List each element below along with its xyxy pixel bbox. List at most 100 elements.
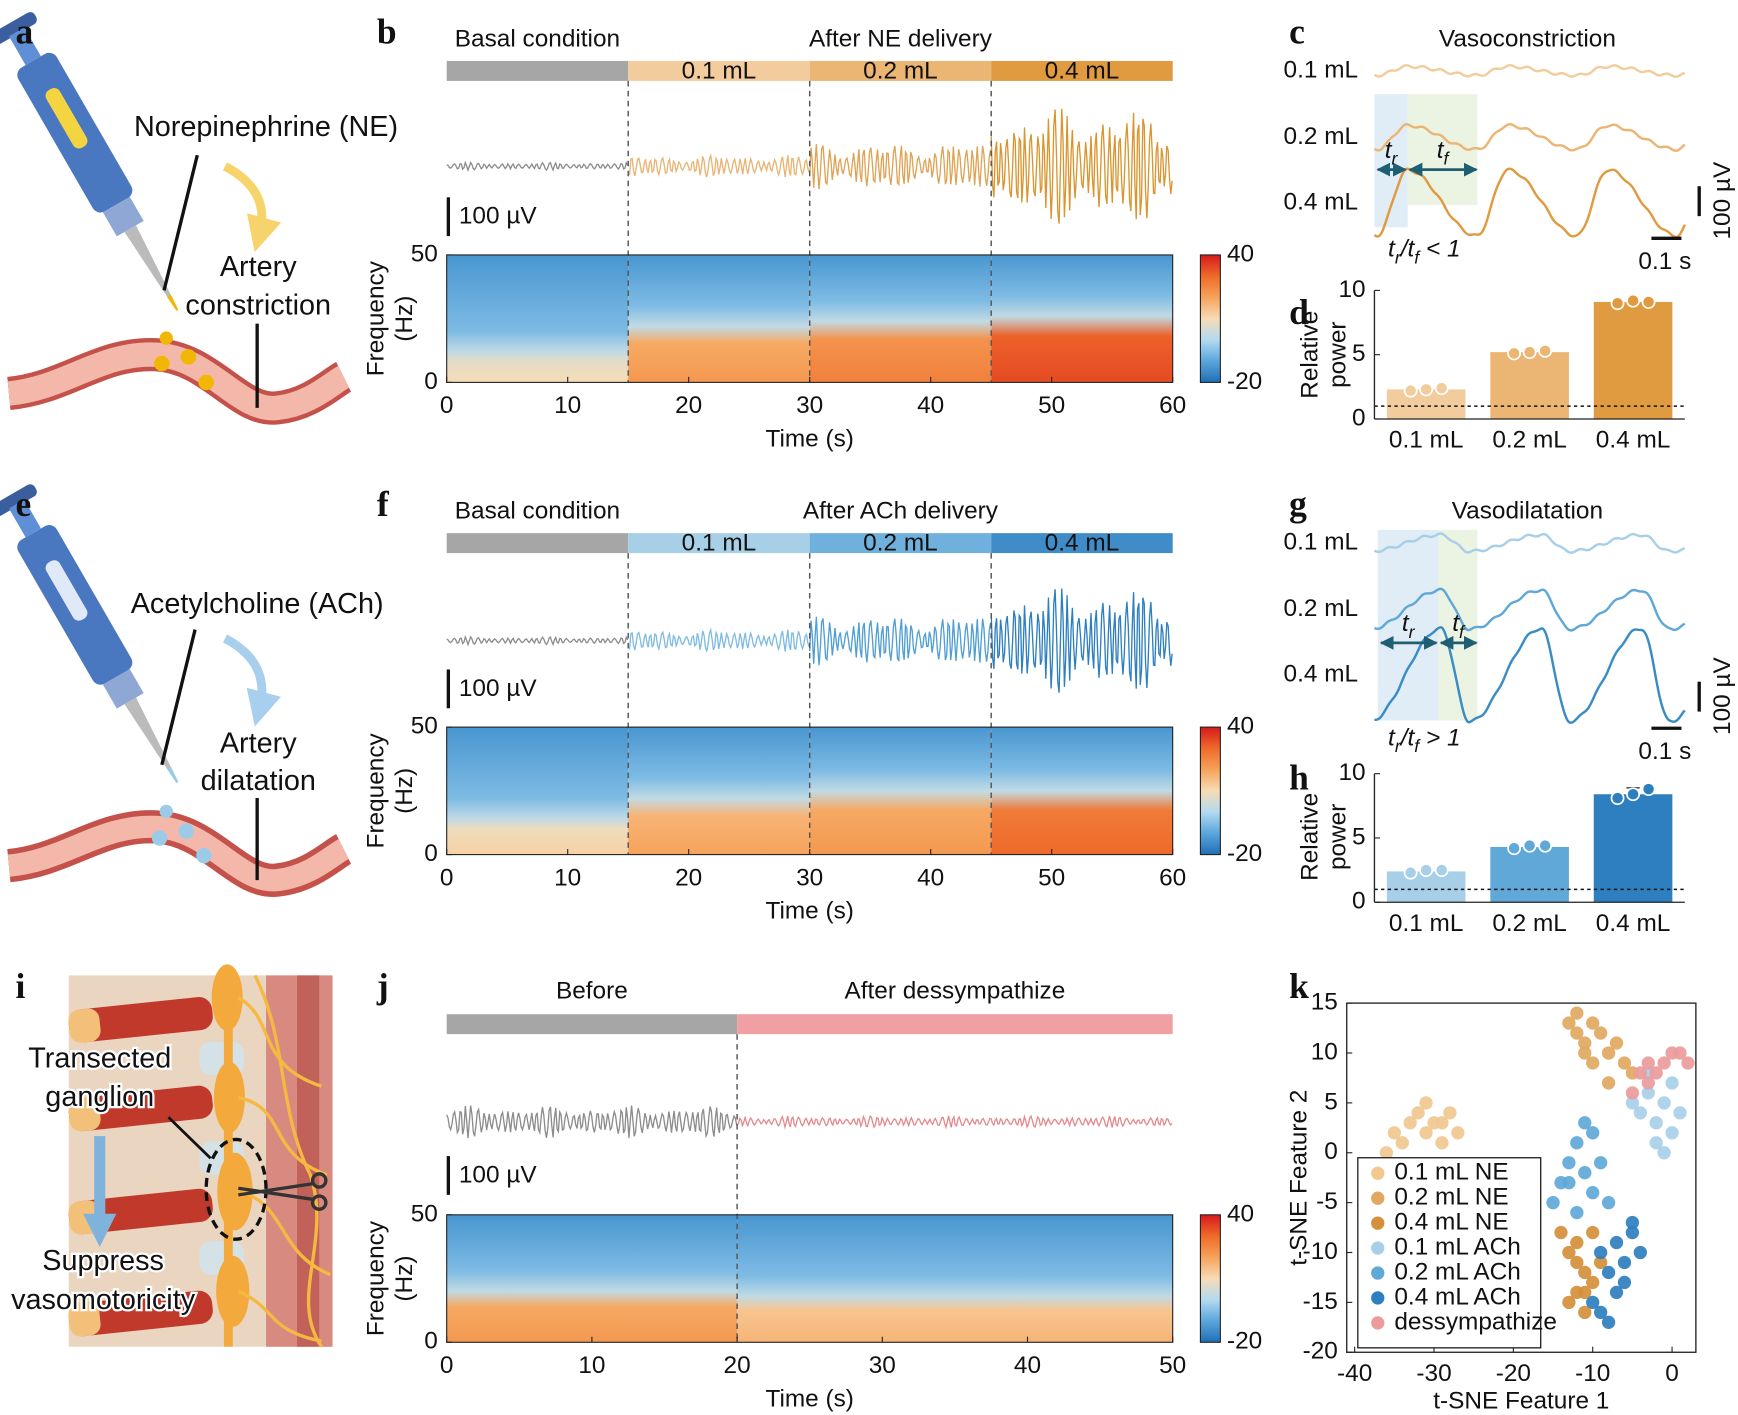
legend-marker bbox=[1371, 1266, 1385, 1280]
replicate-dot bbox=[1641, 295, 1656, 309]
replicate-dot bbox=[1434, 863, 1449, 878]
scale-bar-label: 100 µV bbox=[459, 1161, 537, 1188]
y-axis-label: Relative bbox=[1297, 793, 1324, 881]
y-axis-label: Relative bbox=[1297, 311, 1324, 399]
condition-label: Before bbox=[556, 977, 628, 1004]
point bbox=[1601, 1046, 1616, 1060]
legend-label: 0.4 mL NE bbox=[1394, 1209, 1508, 1236]
point bbox=[1411, 1106, 1425, 1120]
y-tick-label: 10 bbox=[1311, 1038, 1338, 1065]
y-axis-label: t-SNE Feature 2 bbox=[1286, 1090, 1313, 1266]
fall-label: tf bbox=[1437, 137, 1451, 168]
spectrogram-block bbox=[991, 727, 1173, 855]
point bbox=[1673, 1106, 1687, 1120]
panel-label: a bbox=[16, 12, 34, 52]
replicate-dot bbox=[1507, 841, 1522, 856]
point bbox=[1435, 1116, 1449, 1130]
x-tick-label: 40 bbox=[917, 864, 944, 891]
bar bbox=[1593, 794, 1673, 903]
x-tick-label: 0.2 mL bbox=[1492, 910, 1567, 937]
legend-label: 0.2 mL ACh bbox=[1394, 1258, 1520, 1285]
panel-label: e bbox=[16, 484, 32, 524]
point bbox=[1594, 1255, 1608, 1270]
point bbox=[1665, 1126, 1679, 1140]
effect-label: Artery bbox=[220, 727, 297, 759]
x-tick-label: 0.2 mL bbox=[1492, 427, 1567, 454]
point bbox=[1609, 1036, 1624, 1050]
trace bbox=[627, 627, 810, 652]
point bbox=[1554, 1225, 1568, 1240]
y-tick-label: 10 bbox=[1338, 759, 1365, 786]
y-axis-label: (Hz) bbox=[391, 296, 418, 342]
row-label: 0.1 mL bbox=[1284, 56, 1359, 83]
bar bbox=[1490, 846, 1569, 903]
trace bbox=[990, 588, 1173, 693]
bar bbox=[1490, 352, 1569, 419]
y-axis-label: power bbox=[1324, 321, 1351, 387]
x-tick-label: -40 bbox=[1337, 1360, 1372, 1387]
point bbox=[1570, 1136, 1584, 1150]
point bbox=[1578, 1285, 1592, 1300]
y-axis-label: (Hz) bbox=[391, 768, 418, 814]
point bbox=[1601, 1195, 1616, 1210]
panel-label: f bbox=[377, 484, 390, 524]
y-tick-label: -20 bbox=[1303, 1338, 1338, 1365]
spectrogram-block bbox=[809, 254, 992, 383]
point bbox=[1633, 1106, 1647, 1120]
plot-frame bbox=[1346, 1002, 1697, 1353]
x-tick-label: 40 bbox=[1014, 1352, 1041, 1379]
waveform bbox=[1374, 587, 1686, 632]
panel-label: b bbox=[377, 12, 397, 52]
point bbox=[1562, 1176, 1576, 1190]
replicate-dot bbox=[1434, 381, 1449, 396]
y-tick-label: 0 bbox=[424, 840, 438, 867]
replicate-dot bbox=[1522, 345, 1537, 360]
waveform bbox=[1373, 532, 1686, 554]
x-tick-label: 60 bbox=[1159, 392, 1186, 419]
y-tick-label: 0 bbox=[1352, 404, 1366, 431]
point bbox=[1681, 1056, 1695, 1070]
legend-marker bbox=[1371, 1241, 1385, 1255]
effect-label: dilatation bbox=[201, 765, 316, 797]
x-tick-label: 0.4 mL bbox=[1596, 427, 1671, 454]
point bbox=[1443, 1106, 1457, 1120]
trace bbox=[809, 616, 992, 666]
condition-label: After ACh delivery bbox=[803, 498, 999, 525]
effect-label: vasomotoricity bbox=[11, 1284, 196, 1316]
point bbox=[1594, 1156, 1608, 1170]
y-tick-label: 0 bbox=[1324, 1138, 1338, 1165]
x-tick-label: 0 bbox=[440, 392, 454, 419]
x-tick-label: 30 bbox=[796, 864, 823, 891]
condition-label: Basal condition bbox=[455, 498, 620, 525]
scale-bar-label: 0.1 s bbox=[1638, 738, 1691, 765]
x-tick-label: 10 bbox=[578, 1352, 605, 1379]
scale-bar-label: 0.1 s bbox=[1638, 248, 1691, 275]
colorbar-tick-label: 40 bbox=[1227, 713, 1254, 740]
point bbox=[1562, 1245, 1576, 1260]
segment-label: 0.1 mL bbox=[682, 57, 757, 84]
x-tick-label: 50 bbox=[1159, 1352, 1186, 1379]
segment-label: 0.2 mL bbox=[863, 530, 938, 557]
point bbox=[1395, 1136, 1409, 1150]
colorbar bbox=[1199, 1214, 1221, 1343]
x-tick-label: 30 bbox=[796, 392, 823, 419]
condition-bar bbox=[628, 533, 810, 554]
y-tick-label: 0 bbox=[424, 1328, 438, 1355]
colorbar-tick-label: -20 bbox=[1227, 840, 1262, 867]
ratio-label: tr/tf < 1 bbox=[1388, 236, 1461, 267]
trace bbox=[627, 152, 810, 178]
target-label: Transected bbox=[28, 1042, 171, 1074]
x-tick-label: 0.1 mL bbox=[1389, 910, 1464, 937]
panel-label: i bbox=[16, 966, 26, 1006]
spectrogram-block bbox=[737, 1214, 1173, 1343]
point bbox=[1546, 1195, 1560, 1210]
point bbox=[1601, 1315, 1616, 1329]
x-tick-label: -20 bbox=[1496, 1360, 1531, 1387]
point bbox=[1657, 1056, 1671, 1070]
legend-label: 0.4 mL ACh bbox=[1394, 1283, 1520, 1310]
point bbox=[1570, 1026, 1584, 1040]
x-tick-label: 0.4 mL bbox=[1596, 910, 1671, 937]
condition-bar bbox=[446, 60, 629, 81]
point bbox=[1649, 1116, 1663, 1130]
condition-bar bbox=[446, 533, 629, 554]
